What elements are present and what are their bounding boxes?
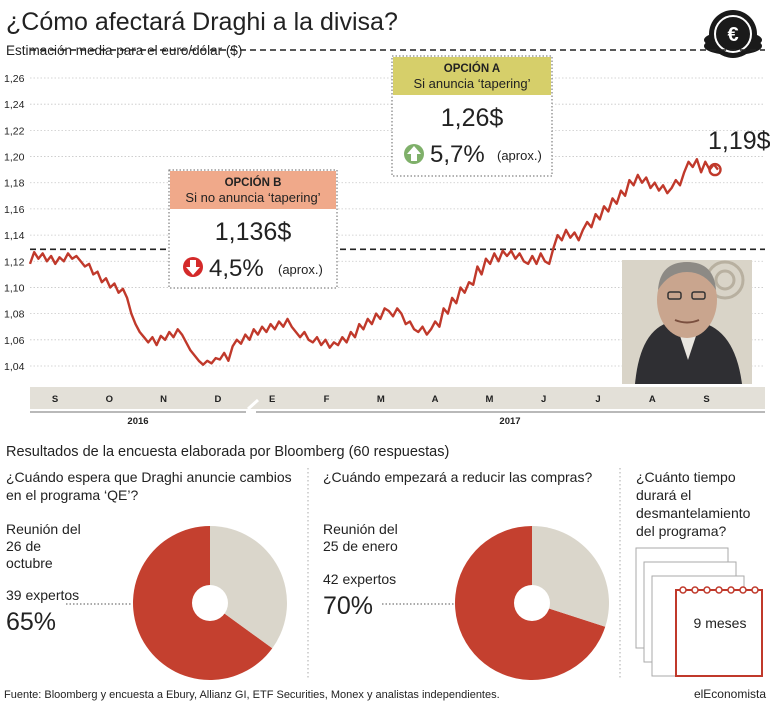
eurusd-series-line xyxy=(28,158,719,366)
pie-hole xyxy=(514,585,550,621)
x-month-label: A xyxy=(649,394,656,405)
option-b-header xyxy=(170,171,336,209)
calendar-ring xyxy=(715,586,723,594)
y-tick-label: 1,08 xyxy=(4,309,25,321)
calendar-ring xyxy=(703,586,711,594)
portrait-photo xyxy=(622,260,752,384)
y-tick-label: 1,26 xyxy=(4,73,25,85)
option-a-pct: 5,7% xyxy=(430,141,485,168)
option-a-note: (aprox.) xyxy=(497,148,542,163)
latest-value-marker xyxy=(708,162,722,177)
pie-chart-q2 xyxy=(455,526,609,680)
calendar-ring xyxy=(691,586,699,594)
y-tick-label: 1,20 xyxy=(4,152,25,164)
q1-line-2: en el programa ‘QE’? xyxy=(6,487,139,503)
source-note: Fuente: Bloomberg y encuesta a Ebury, Al… xyxy=(4,689,500,701)
brand-logo: elEconomista xyxy=(694,687,766,701)
x-year-label: 2017 xyxy=(499,416,520,427)
x-month-label: D xyxy=(214,394,221,405)
option-a-label: OPCIÓN A xyxy=(444,62,500,75)
x-month-label: F xyxy=(324,394,330,405)
option-a-header xyxy=(393,57,551,95)
survey-q3: ¿Cuánto tiempo durará el desmantelamient… xyxy=(635,469,763,677)
y-axis: 1,26 1,24 1,22 1,20 1,18 1,16 1,14 1,12 1,10 1,08… xyxy=(4,73,25,373)
calendar-stack-icon xyxy=(635,547,763,677)
x-month-label: S xyxy=(52,394,58,405)
page-title: ¿Cómo afectará Draghi a la divisa? xyxy=(6,8,398,36)
up-arrow-icon xyxy=(404,144,424,164)
option-b-label: OPCIÓN B xyxy=(225,176,282,189)
down-arrow-icon xyxy=(183,257,203,277)
option-b-pct: 4,5% xyxy=(209,255,264,282)
y-tick-label: 1,18 xyxy=(4,178,25,190)
q3-answer: 9 meses xyxy=(694,615,747,631)
y-tick-label: 1,16 xyxy=(4,204,25,216)
q1-answer-1: Reunión del xyxy=(6,521,81,537)
euro-coin-icon: € xyxy=(704,10,762,58)
y-tick-label: 1,24 xyxy=(4,99,25,111)
option-b-value: 1,136$ xyxy=(215,218,292,246)
q2-pct: 70% xyxy=(323,592,373,620)
q1-answer-2: 26 de xyxy=(6,538,41,554)
pie-slice xyxy=(210,526,287,649)
calendar-ring xyxy=(727,586,735,594)
option-a-callout: OPCIÓN A Si anuncia ‘tapering’ 1,26$ 5,7… xyxy=(391,55,553,177)
y-tick-label: 1,12 xyxy=(4,256,25,268)
y-tick-label: 1,10 xyxy=(4,282,25,294)
survey-q2: ¿Cuándo empezará a reducir las compras? … xyxy=(323,469,609,680)
q3-line-4: del programa? xyxy=(636,523,726,539)
option-a-value: 1,26$ xyxy=(441,104,504,132)
pie-chart-q1 xyxy=(132,526,287,680)
x-month-label: E xyxy=(269,394,275,405)
x-month-label: A xyxy=(432,394,439,405)
y-tick-label: 1,14 xyxy=(4,230,25,242)
option-b-condition: Si no anuncia ‘tapering’ xyxy=(185,190,320,205)
x-year-label: 2016 xyxy=(127,416,148,427)
calendar-front xyxy=(675,589,763,677)
month-axis-band xyxy=(30,387,765,409)
survey-q1: ¿Cuándo espera que Draghi anuncie cambio… xyxy=(6,469,292,680)
x-month-label: M xyxy=(377,394,385,405)
calendar-ring xyxy=(751,586,759,594)
q2-experts: 42 expertos xyxy=(323,571,396,587)
q2-answer-1: Reunión del xyxy=(323,521,398,537)
latest-value-label: 1,19$ xyxy=(708,127,770,155)
survey-heading: Resultados de la encuesta elaborada por … xyxy=(6,444,449,460)
calendar-ring xyxy=(739,586,747,594)
pie-slice xyxy=(532,526,609,627)
y-tick-label: 1,04 xyxy=(4,361,25,373)
y-tick-label: 1,22 xyxy=(4,125,25,137)
q1-pct: 65% xyxy=(6,608,56,636)
x-month-label: M xyxy=(485,394,493,405)
pie-hole xyxy=(192,585,228,621)
option-b-note: (aprox.) xyxy=(278,262,323,277)
x-month-label: O xyxy=(106,394,113,405)
year-break xyxy=(246,398,260,411)
option-b-callout: OPCIÓN B Si no anuncia ‘tapering’ 1,136$… xyxy=(168,169,338,289)
q3-line-1: ¿Cuánto tiempo xyxy=(636,469,736,485)
x-month-label: J xyxy=(595,394,600,405)
x-month-label: S xyxy=(703,394,709,405)
q2-answer-2: 25 de enero xyxy=(323,538,398,554)
x-month-label: J xyxy=(541,394,546,405)
q2-line-1: ¿Cuándo empezará a reducir las compras? xyxy=(323,469,592,485)
option-a-condition: Si anuncia ‘tapering’ xyxy=(413,76,530,91)
q3-line-3: desmantelamiento xyxy=(636,505,751,521)
q1-experts: 39 expertos xyxy=(6,587,79,603)
x-month-label: N xyxy=(160,394,167,405)
calendar-ring xyxy=(679,586,687,594)
reference-lines xyxy=(30,49,765,251)
q1-line-1: ¿Cuándo espera que Draghi anuncie cambio… xyxy=(6,469,292,485)
x-axis-years: 2016 2017 xyxy=(30,398,765,427)
euro-symbol: € xyxy=(727,24,738,46)
q1-answer-3: octubre xyxy=(6,555,53,571)
q3-line-2: durará el xyxy=(636,487,691,503)
y-tick-label: 1,06 xyxy=(4,335,25,347)
